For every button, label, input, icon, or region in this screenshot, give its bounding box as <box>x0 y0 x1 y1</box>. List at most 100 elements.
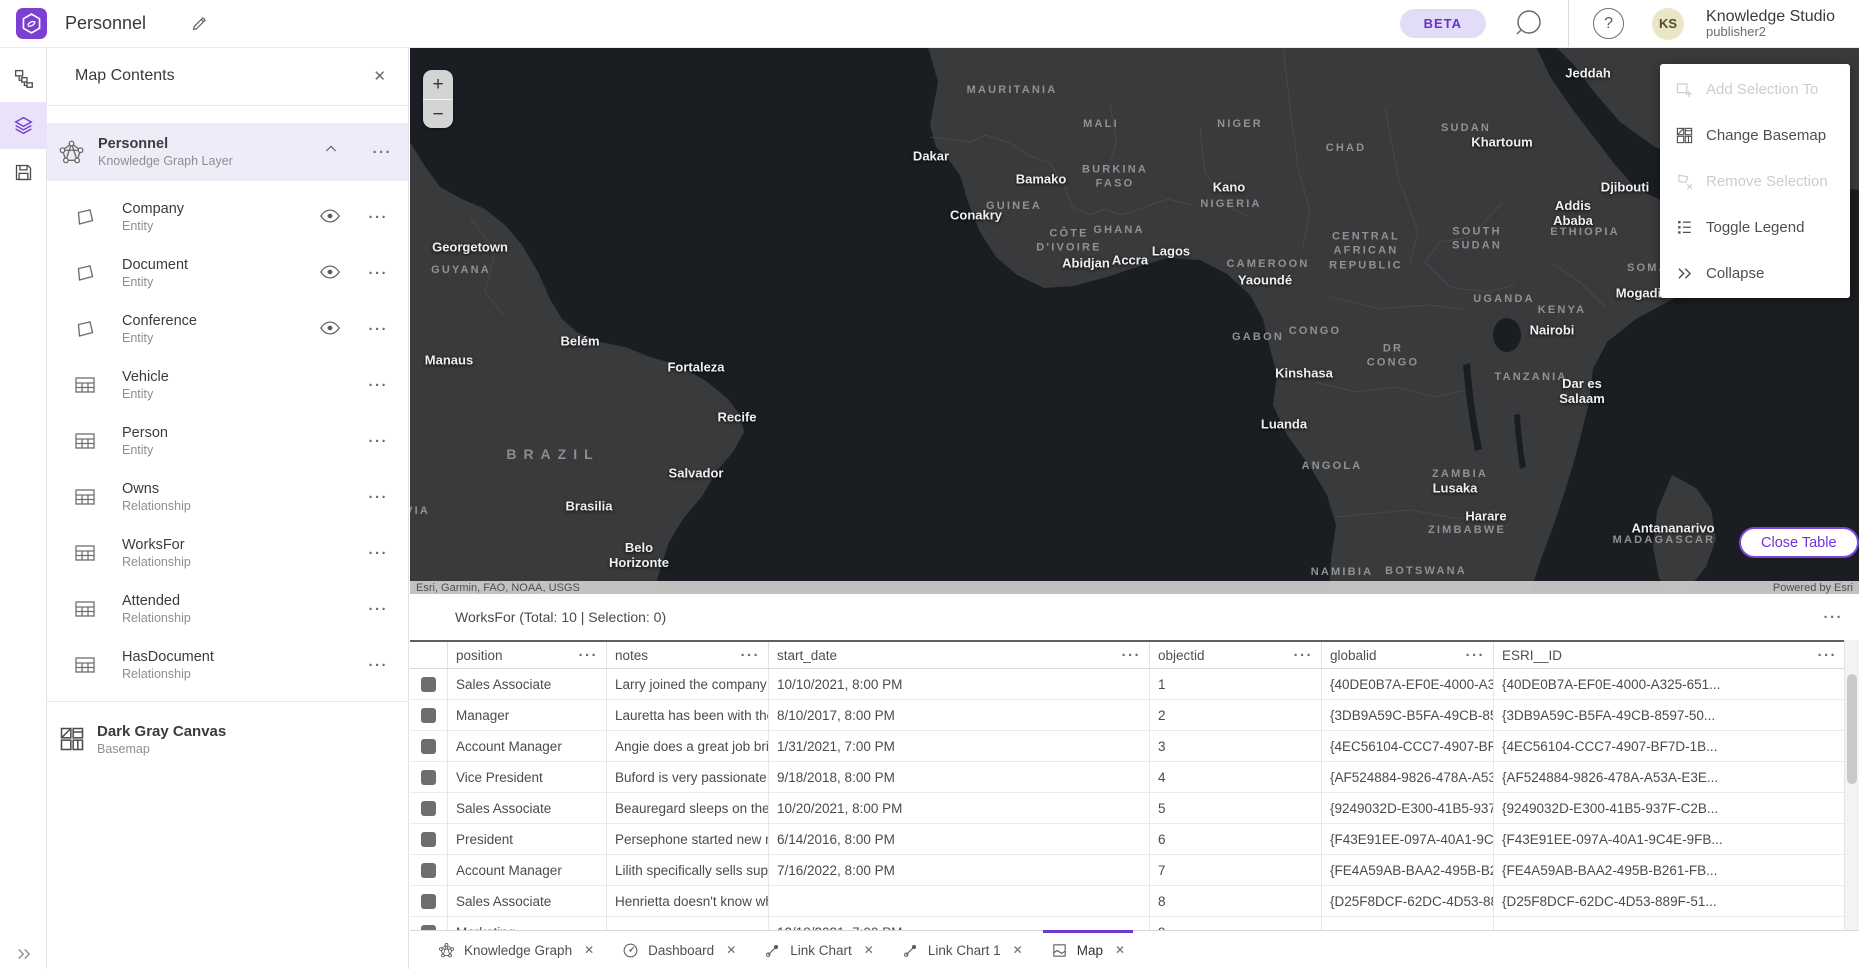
tab-map[interactable]: Map ✕ <box>1037 930 1139 969</box>
map-city-label: Belo Horizonte <box>609 540 669 570</box>
visibility-eye-button[interactable] <box>319 317 343 341</box>
basemap-icon <box>58 725 86 753</box>
table-cell: 3 <box>1150 731 1322 761</box>
layer-options-button[interactable]: ··· <box>368 432 388 450</box>
scrollbar-thumb[interactable] <box>1847 674 1857 784</box>
column-header-objectid[interactable]: objectid ··· <box>1150 642 1322 668</box>
layer-options-button[interactable]: ··· <box>368 544 388 562</box>
layer-options-button[interactable]: ··· <box>368 656 388 674</box>
layer-item-company[interactable]: Company Entity ··· <box>47 189 408 245</box>
layer-item-vehicle[interactable]: Vehicle Entity ··· <box>47 357 408 413</box>
table-row: Sales Associate Larry joined the company … <box>410 669 1859 700</box>
close-tab-icon[interactable]: ✕ <box>1114 943 1126 957</box>
search-button[interactable] <box>1512 8 1544 40</box>
attribution-esri: Powered by Esri <box>1772 581 1853 594</box>
row-checkbox[interactable] <box>421 738 436 754</box>
tab-dashboard[interactable]: Dashboard ✕ <box>608 931 750 969</box>
layer-type: Relationship <box>122 611 191 625</box>
row-checkbox[interactable] <box>421 924 436 930</box>
row-checkbox[interactable] <box>421 831 436 847</box>
column-options-button[interactable]: ··· <box>1465 646 1485 664</box>
basemap-icon <box>1675 126 1694 145</box>
layer-text: Conference Entity <box>122 313 319 345</box>
table-options-button[interactable]: ··· <box>1823 608 1843 626</box>
view-tab-bar: Knowledge Graph ✕ Dashboard ✕ Link Chart ✕ Lin… <box>410 930 1859 969</box>
layer-group-type: Knowledge Graph Layer <box>98 154 233 168</box>
visibility-eye-button[interactable] <box>319 261 343 285</box>
tab-knowledge-graph[interactable]: Knowledge Graph ✕ <box>424 931 608 969</box>
expand-rail-button[interactable] <box>0 945 47 963</box>
layer-options-button[interactable]: ··· <box>368 264 388 282</box>
search-icon <box>1516 9 1541 35</box>
column-header-position[interactable]: position ··· <box>448 642 607 668</box>
basemap-item[interactable]: Dark Gray Canvas Basemap <box>47 710 408 768</box>
column-options-button[interactable]: ··· <box>740 646 760 664</box>
layer-options-button[interactable]: ··· <box>368 376 388 394</box>
collapse-icon <box>1675 264 1694 283</box>
avatar[interactable]: KS <box>1652 7 1685 40</box>
menu-item-collapse[interactable]: Collapse <box>1660 250 1850 296</box>
layer-item-worksfor[interactable]: WorksFor Relationship ··· <box>47 525 408 581</box>
close-table-button[interactable]: Close Table <box>1739 527 1859 558</box>
column-header-start_date[interactable]: start_date ··· <box>769 642 1150 668</box>
column-header-ESRI__ID[interactable]: ESRI__ID ··· <box>1494 642 1845 668</box>
table-icon <box>75 601 95 617</box>
table-row: Vice President Buford is very passionate … <box>410 762 1859 793</box>
user-info: Knowledge Studio publisher2 <box>1706 8 1835 40</box>
layer-item-conference[interactable]: Conference Entity ··· <box>47 301 408 357</box>
row-checkbox[interactable] <box>421 676 436 692</box>
layer-item-hasdocument[interactable]: HasDocument Relationship ··· <box>47 637 408 693</box>
layer-options-button[interactable]: ··· <box>368 488 388 506</box>
group-options-button[interactable]: ··· <box>372 143 392 161</box>
visibility-eye-button[interactable] <box>319 205 343 229</box>
collapse-group-button[interactable] <box>323 141 345 163</box>
column-options-button[interactable]: ··· <box>1817 646 1837 664</box>
menu-item-change-basemap[interactable]: Change Basemap <box>1660 112 1850 158</box>
layer-item-attended[interactable]: Attended Relationship ··· <box>47 581 408 637</box>
layer-item-document[interactable]: Document Entity ··· <box>47 245 408 301</box>
close-tab-icon[interactable]: ✕ <box>863 943 874 957</box>
row-checkbox[interactable] <box>421 769 436 785</box>
close-panel-button[interactable]: ✕ <box>371 65 388 87</box>
layer-item-person[interactable]: Person Entity ··· <box>47 413 408 469</box>
remove-selection-icon <box>1678 173 1693 189</box>
row-checkbox[interactable] <box>421 893 436 909</box>
nav-save-button[interactable] <box>0 149 47 196</box>
tab-link-chart[interactable]: Link Chart ✕ <box>750 931 888 969</box>
column-options-button[interactable]: ··· <box>1293 646 1313 664</box>
column-options-button[interactable]: ··· <box>1121 646 1141 664</box>
layer-options-button[interactable]: ··· <box>368 600 388 618</box>
nav-layers-button[interactable] <box>0 102 47 149</box>
app-logo[interactable] <box>16 8 47 39</box>
map-country-label: MADAGASCAR <box>1612 533 1716 546</box>
help-button[interactable]: ? <box>1593 8 1625 39</box>
table-cell: Sales Associate <box>448 793 607 823</box>
table-cell: 1/31/2021, 7:00 PM <box>769 731 1150 761</box>
menu-item-toggle-legend[interactable]: Toggle Legend <box>1660 204 1850 250</box>
map-city-label: Lagos <box>1151 243 1191 259</box>
map-view[interactable]: MAURITANIA MALI NIGER CHAD SUDAN BURKINA FASO… <box>410 47 1859 594</box>
zoom-out-button[interactable]: − <box>423 99 453 128</box>
zoom-in-button[interactable]: + <box>423 70 453 99</box>
row-checkbox[interactable] <box>421 862 436 878</box>
layer-group-personnel[interactable]: Personnel Knowledge Graph Layer ··· <box>47 123 408 181</box>
layer-text: Vehicle Entity <box>122 369 319 401</box>
close-tab-icon[interactable]: ✕ <box>1012 943 1023 957</box>
table-cell: {F43E91EE-097A-40A1-9C4E-9FB... <box>1322 824 1494 854</box>
row-checkbox[interactable] <box>421 707 436 723</box>
column-header-globalid[interactable]: globalid ··· <box>1322 642 1494 668</box>
column-header-notes[interactable]: notes ··· <box>607 642 769 668</box>
table-scrollbar[interactable] <box>1844 640 1859 930</box>
nav-hierarchy-button[interactable] <box>0 55 47 102</box>
map-country-label: ZAMBIA <box>1432 467 1488 480</box>
edit-title-icon[interactable] <box>190 14 210 34</box>
tab-link-chart-1[interactable]: Link Chart 1 ✕ <box>888 931 1037 969</box>
close-tab-icon[interactable]: ✕ <box>726 943 737 957</box>
column-options-button[interactable]: ··· <box>578 646 598 664</box>
layer-options-button[interactable]: ··· <box>368 320 388 338</box>
close-tab-icon[interactable]: ✕ <box>584 943 595 957</box>
layer-options-button[interactable]: ··· <box>368 208 388 226</box>
layer-item-owns[interactable]: Owns Relationship ··· <box>47 469 408 525</box>
row-checkbox[interactable] <box>421 800 436 816</box>
table-cell: Buford is very passionate about s... <box>607 762 769 792</box>
